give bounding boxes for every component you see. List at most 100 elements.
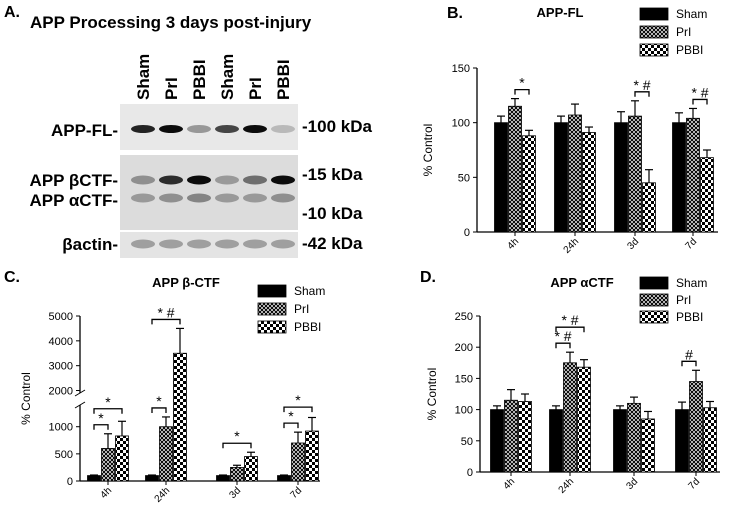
axis-break	[74, 401, 86, 409]
bar	[675, 409, 689, 473]
blot-panel	[120, 155, 298, 230]
panel-letter: A.	[4, 4, 20, 21]
significance-bracket	[151, 407, 167, 413]
band	[159, 239, 183, 249]
legend-label: PrI	[676, 25, 691, 39]
legend-label: Sham	[676, 7, 707, 21]
significance-label: * #	[554, 328, 571, 344]
bar	[568, 114, 582, 233]
significance-label: * #	[561, 312, 578, 328]
band	[271, 175, 295, 185]
bar	[689, 381, 703, 473]
significance-bracket	[283, 406, 313, 413]
legend-swatch	[639, 310, 669, 324]
y-tick-label: 0	[467, 467, 473, 479]
legend-label: Sham	[676, 276, 707, 290]
significance-bracket	[222, 442, 252, 449]
bar	[291, 442, 305, 482]
legend-swatch	[639, 293, 669, 307]
band	[243, 175, 267, 185]
legend-label: PrI	[676, 293, 691, 307]
bar	[173, 352, 187, 482]
lane-label: Sham	[218, 54, 237, 100]
bar	[230, 467, 244, 482]
bar	[216, 475, 230, 482]
band	[187, 175, 211, 185]
band	[131, 125, 155, 133]
axis-break	[74, 389, 86, 397]
significance-label: *	[156, 393, 162, 409]
y-axis-label: % Control	[421, 124, 435, 177]
legend-swatch	[257, 302, 287, 316]
band	[271, 125, 295, 133]
legend-label: Sham	[294, 284, 325, 298]
marker-label: -10 kDa	[302, 204, 363, 223]
x-tick-label: 3d	[625, 236, 641, 252]
y-tick-label: 200	[455, 342, 473, 354]
y-tick-label: 250	[455, 311, 473, 323]
bar	[87, 475, 101, 482]
lane-label: PBBI	[190, 59, 209, 100]
lane-label: PrI	[162, 77, 181, 100]
x-tick-label: 24h	[557, 476, 577, 496]
legend-swatch	[257, 320, 287, 334]
y-tick-label: 5000	[49, 311, 73, 323]
y-tick-label: 150	[452, 63, 470, 75]
significance-label: *	[288, 408, 294, 424]
legend-label: PBBI	[676, 310, 703, 324]
band	[187, 239, 211, 249]
bar	[582, 132, 596, 233]
bar	[700, 157, 714, 233]
panel-letter: B.	[447, 5, 463, 22]
band	[243, 193, 267, 203]
x-tick-label: 3d	[624, 476, 640, 492]
significance-bracket	[555, 342, 571, 349]
bar	[686, 117, 700, 233]
bar	[518, 401, 532, 473]
bar	[101, 448, 115, 482]
x-tick-label: 4h	[501, 476, 517, 492]
band	[159, 175, 183, 185]
bar	[613, 409, 627, 473]
bar	[549, 409, 563, 473]
significance-bracket	[555, 326, 585, 333]
significance-label: * #	[633, 77, 650, 93]
x-tick-label: 7d	[683, 236, 699, 252]
significance-bracket	[93, 424, 109, 430]
bar	[672, 122, 686, 233]
significance-bracket	[634, 91, 650, 97]
bar	[504, 399, 518, 473]
y-tick-label: 1000	[49, 422, 73, 434]
bar	[115, 435, 129, 482]
bar	[641, 418, 655, 473]
chart-title: APP β-CTF	[152, 275, 220, 290]
bar	[642, 182, 656, 233]
x-tick-label: 7d	[686, 476, 702, 492]
blot-panel	[120, 232, 298, 258]
x-tick-label: 3d	[227, 485, 243, 501]
band	[159, 193, 183, 203]
x-tick-label: 4h	[505, 236, 521, 252]
significance-label: *	[98, 410, 104, 426]
legend-swatch	[639, 276, 669, 290]
bar	[522, 135, 536, 233]
band	[187, 125, 211, 133]
y-tick-label: 2000	[49, 386, 73, 398]
y-tick-label: 3000	[49, 361, 73, 373]
bar	[703, 407, 717, 473]
significance-label: #	[685, 346, 693, 362]
y-axis-label: % Control	[425, 368, 439, 421]
row-label: APP αCTF-	[29, 191, 118, 210]
significance-label: *	[295, 392, 301, 408]
bar	[577, 366, 591, 473]
row-label: APP βCTF-	[30, 171, 118, 190]
significance-label: * #	[157, 304, 174, 320]
significance-label: *	[234, 428, 240, 444]
x-tick-label: 4h	[98, 485, 114, 501]
legend-swatch	[257, 284, 287, 298]
panel-letter: D.	[420, 269, 436, 286]
blot-bands	[131, 125, 295, 249]
x-tick-label: 24h	[562, 236, 582, 256]
lane-label: PBBI	[274, 59, 293, 100]
